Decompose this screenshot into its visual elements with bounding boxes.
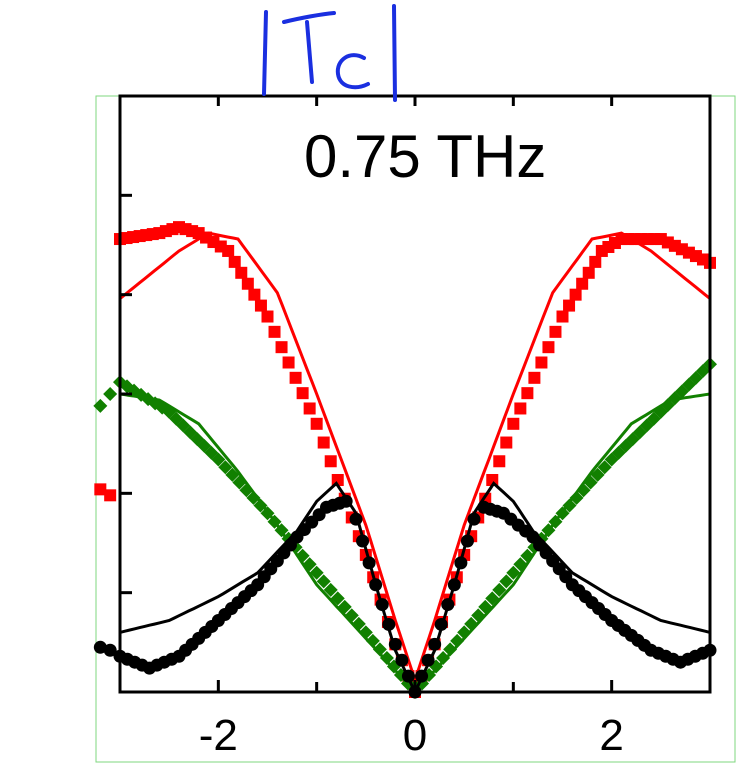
x-tick-label: -2 [199, 711, 238, 760]
data-point [597, 460, 612, 475]
plot-area [113, 221, 717, 699]
data-point [549, 325, 562, 338]
ticks [118, 96, 712, 692]
data-point [254, 299, 267, 312]
data-point [261, 310, 274, 323]
data-point [528, 371, 541, 384]
data-point [521, 387, 534, 400]
edge-point [104, 489, 117, 502]
data-point [569, 288, 582, 301]
series-line [119, 481, 711, 696]
data-point [590, 467, 605, 482]
data-point [492, 582, 507, 597]
edge-point [103, 643, 117, 657]
data-point [542, 341, 555, 354]
data-point [253, 498, 268, 513]
data-point [289, 371, 302, 384]
x-tick-label: 0 [403, 711, 427, 760]
data-point [241, 277, 254, 290]
data-point [582, 266, 595, 279]
data-point [493, 455, 506, 468]
edge-point [103, 387, 118, 401]
data-point [499, 574, 514, 589]
data-point [506, 565, 521, 580]
data-point [303, 402, 316, 415]
edge-point [93, 398, 108, 413]
series-5 [119, 481, 711, 696]
x-tick-labels: -2 0 2 [199, 711, 624, 760]
data-point [222, 244, 235, 257]
data-point [211, 452, 226, 467]
data-point [309, 565, 324, 580]
series-line [119, 392, 711, 695]
data-point [556, 310, 569, 323]
data-point [246, 490, 261, 505]
data-point [443, 642, 458, 657]
data-point [535, 356, 548, 369]
data-point [576, 277, 589, 290]
data-point [365, 633, 380, 648]
data-point [316, 574, 331, 589]
data-point [507, 417, 520, 430]
data-point [235, 266, 248, 279]
data-point [317, 436, 330, 449]
data-point [569, 490, 584, 505]
data-point [562, 498, 577, 513]
data-point [514, 402, 527, 415]
data-point [682, 246, 695, 259]
data-point [563, 299, 576, 312]
data-point [268, 325, 281, 338]
data-point [225, 467, 240, 482]
edge-point [93, 640, 107, 654]
data-point [282, 356, 295, 369]
data-point [436, 650, 451, 665]
edge-point [94, 483, 107, 496]
data-point [228, 255, 241, 268]
data-point [310, 417, 323, 430]
data-point [275, 341, 288, 354]
series-3 [119, 392, 711, 695]
data-point [500, 436, 513, 449]
data-point [296, 387, 309, 400]
data-point [323, 582, 338, 597]
data-point [248, 288, 261, 301]
data-point [372, 642, 387, 657]
data-point [379, 650, 394, 665]
series-2 [113, 357, 717, 699]
data-point [324, 455, 337, 468]
data-point [218, 460, 233, 475]
x-tick-label: 2 [599, 711, 623, 760]
handwritten-tc-label [262, 4, 397, 102]
data-point [589, 255, 602, 268]
frequency-annotation: 0.75 THz [304, 123, 546, 190]
left-edge-fragments [93, 387, 118, 657]
series-4 [113, 494, 717, 699]
